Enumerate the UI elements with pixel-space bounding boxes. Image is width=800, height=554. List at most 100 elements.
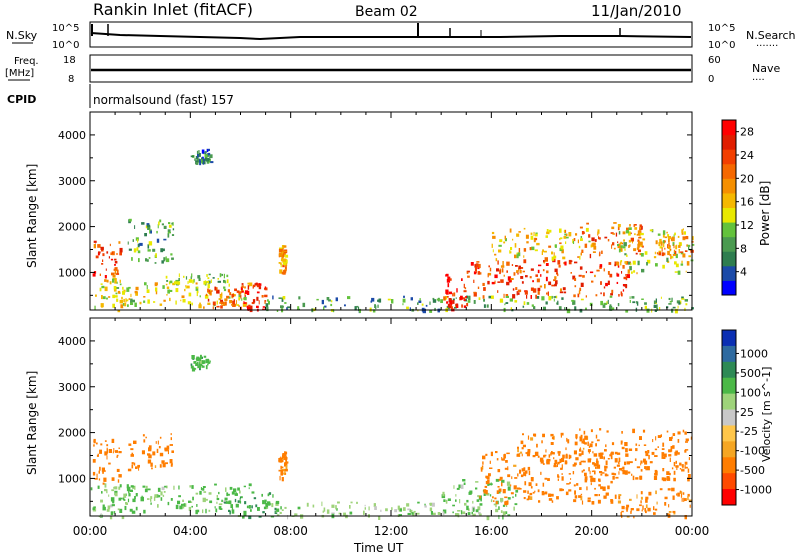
range-time-cell [196, 291, 198, 297]
range-time-cell [669, 248, 672, 251]
range-time-cell [646, 466, 650, 471]
range-time-cell [407, 508, 411, 511]
range-time-cell [478, 511, 481, 515]
range-time-cell [517, 292, 520, 295]
range-time-cell [111, 489, 115, 492]
range-time-cell [585, 307, 587, 311]
range-time-cell [160, 491, 163, 496]
range-time-cell [565, 454, 568, 459]
range-time-cell [278, 262, 281, 264]
range-time-cell [275, 502, 279, 506]
range-time-cell [609, 454, 613, 457]
range-time-cell [530, 437, 534, 441]
range-time-cell [135, 493, 138, 497]
range-time-cell [202, 156, 204, 160]
range-time-cell [618, 494, 622, 496]
range-time-cell [161, 460, 165, 464]
range-time-cell [541, 491, 545, 493]
range-time-cell [500, 279, 504, 283]
range-time-cell [175, 288, 179, 293]
range-time-cell [134, 290, 138, 294]
range-time-cell [100, 246, 104, 250]
range-time-cell [465, 296, 467, 298]
range-time-cell [204, 157, 207, 161]
range-time-cell [663, 453, 667, 458]
range-time-cell [491, 295, 494, 299]
range-time-cell [278, 297, 282, 299]
range-time-cell [599, 264, 603, 268]
range-time-cell [201, 159, 203, 164]
range-time-cell [669, 457, 671, 462]
range-time-cell [637, 243, 640, 248]
range-time-cell [652, 439, 654, 443]
range-time-cell [344, 304, 346, 307]
range-time-cell [499, 239, 503, 243]
range-time-cell [239, 490, 241, 494]
range-time-cell [258, 515, 262, 518]
range-time-cell [544, 284, 546, 289]
range-time-cell [480, 498, 482, 502]
range-time-cell [495, 501, 498, 505]
range-time-cell [666, 513, 670, 516]
range-time-cell [545, 263, 549, 266]
range-time-cell [446, 273, 449, 277]
range-time-cell [625, 507, 629, 510]
range-time-cell [248, 487, 250, 490]
range-time-cell [163, 299, 166, 302]
range-time-cell [223, 286, 226, 289]
range-time-cell [516, 252, 519, 255]
range-time-cell [497, 486, 500, 488]
range-time-cell [118, 486, 121, 490]
range-time-cell [505, 460, 508, 463]
range-time-cell [553, 252, 555, 256]
range-time-cell [503, 293, 505, 298]
range-time-cell [540, 471, 542, 475]
range-time-cell [673, 252, 676, 255]
range-time-cell [635, 477, 639, 480]
nave-tick-top: 60 [708, 55, 721, 66]
range-time-cell [280, 506, 282, 510]
range-time-cell [670, 446, 673, 449]
range-time-cell [590, 244, 592, 248]
range-time-cell [218, 491, 220, 495]
range-time-cell [284, 250, 288, 253]
range-time-cell [596, 439, 600, 442]
range-time-cell [131, 510, 136, 514]
range-time-cell [589, 443, 593, 448]
range-time-cell [498, 488, 502, 492]
range-time-cell [419, 298, 421, 301]
range-time-cell [659, 246, 663, 249]
range-time-cell [572, 471, 575, 475]
range-time-cell [673, 462, 676, 467]
range-time-cell [615, 476, 619, 479]
colorbar-swatch [722, 134, 736, 150]
range-time-cell [436, 298, 440, 301]
nsky-tick-bottom: 10^0 [52, 40, 79, 51]
range-time-cell [205, 151, 207, 153]
range-time-cell [660, 296, 662, 299]
range-time-cell [169, 280, 173, 284]
range-time-cell [610, 454, 613, 460]
range-time-cell [682, 228, 684, 231]
range-time-cell [172, 228, 175, 231]
range-time-cell [658, 250, 662, 253]
range-time-cell [138, 258, 140, 263]
range-time-cell [281, 477, 284, 482]
range-time-cell [641, 298, 644, 300]
range-time-cell [475, 487, 478, 490]
range-time-cell [357, 306, 360, 311]
range-time-cell [602, 304, 606, 308]
range-time-cell [654, 455, 658, 457]
range-time-cell [101, 467, 105, 472]
range-time-cell [531, 246, 535, 251]
range-time-cell [467, 275, 470, 278]
range-time-cell [580, 298, 584, 301]
range-time-cell [284, 302, 287, 304]
range-time-cell [619, 248, 623, 252]
range-time-cell [579, 266, 583, 270]
range-time-cell [131, 452, 134, 457]
range-time-cell [114, 267, 118, 271]
range-time-cell [332, 309, 335, 313]
range-time-cell [150, 498, 152, 502]
